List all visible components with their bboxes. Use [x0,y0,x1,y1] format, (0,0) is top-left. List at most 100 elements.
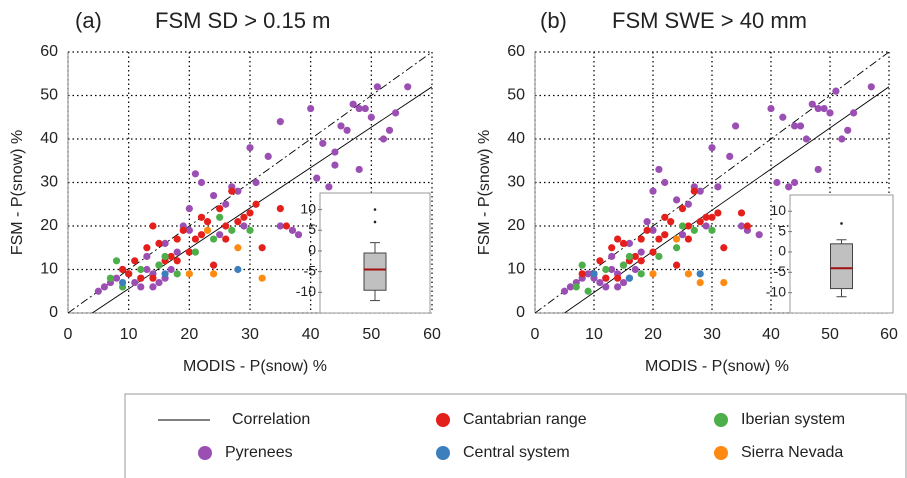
point [173,248,181,256]
x-tick-label: 0 [531,326,540,343]
point [690,226,698,234]
point [684,222,693,230]
flier [373,220,377,224]
point [614,283,622,291]
point [167,252,175,261]
point [702,213,710,221]
point [373,83,381,91]
point [649,187,657,195]
y-tick-label: 10 [507,261,525,278]
chart-title: FSM SD > 0.15 m [155,8,330,33]
flier [373,208,377,211]
point [637,235,645,243]
inset-tick-label: -5 [774,263,787,279]
point [655,235,663,243]
point [143,244,151,252]
point [355,165,363,174]
box [830,243,853,290]
inset-tick-label: -10 [296,283,316,299]
legend-label: Cantabrian range [463,411,587,428]
point [678,205,687,213]
point [637,257,645,265]
y-tick-label: 60 [40,43,58,60]
point [240,222,248,230]
x-tick-label: 50 [821,326,839,343]
point [313,174,321,182]
point [720,244,728,252]
legend-marker [714,446,728,460]
point [702,222,710,230]
point [119,278,127,287]
x-tick-label: 0 [64,326,73,343]
point [684,235,693,243]
point [216,205,224,213]
point [661,213,669,221]
point [566,283,575,291]
point [625,252,634,261]
point [608,244,616,252]
point [385,126,394,134]
point [149,283,157,291]
inset-tick-label: -5 [304,262,317,278]
point [785,183,793,191]
point [596,257,604,265]
y-tick-label: 30 [40,174,58,191]
inset-tick-label: 5 [778,222,786,238]
point [614,274,622,282]
point [732,122,740,130]
point [814,165,822,174]
x-tick-label: 40 [762,326,780,343]
point [331,161,339,169]
x-tick-label: 30 [703,326,721,343]
point [264,152,272,160]
point [667,218,675,226]
point [131,257,139,265]
point [191,235,199,243]
point [743,222,752,230]
point [643,226,651,234]
point [179,226,187,234]
point [258,244,266,252]
point [191,170,199,178]
point [228,226,236,234]
point [222,222,230,230]
point [708,213,716,221]
legend-label: Correlation [232,411,310,428]
point [234,218,242,226]
y-tick-label: 50 [507,87,525,104]
y-tick-label: 40 [40,130,58,147]
legend-label: Sierra Nevada [741,444,843,461]
point [246,209,254,217]
point [737,222,746,230]
y-axis-label: FSM - P(snow) % [476,130,493,255]
point [155,239,163,247]
point [602,265,610,274]
point [608,252,616,261]
point [673,244,681,252]
y-tick-label: 60 [507,43,525,60]
panel-label: (b) [540,8,567,33]
point [325,183,333,191]
legend-label: Iberian system [741,411,845,428]
point [240,213,248,221]
point [404,83,412,91]
point [578,261,586,269]
point [661,178,669,187]
point [714,183,722,191]
box [363,252,387,291]
point [767,104,775,113]
correlation-line [92,86,432,313]
inset-tick-label: 10 [300,200,316,216]
point [210,270,218,278]
flier [840,222,843,225]
point [696,270,704,278]
point [708,226,716,234]
point [131,278,139,287]
point [649,226,657,234]
legend-marker [714,413,728,427]
point [307,104,315,113]
one-to-one-line [535,52,889,313]
x-tick-label: 30 [241,326,259,343]
point [678,222,687,230]
